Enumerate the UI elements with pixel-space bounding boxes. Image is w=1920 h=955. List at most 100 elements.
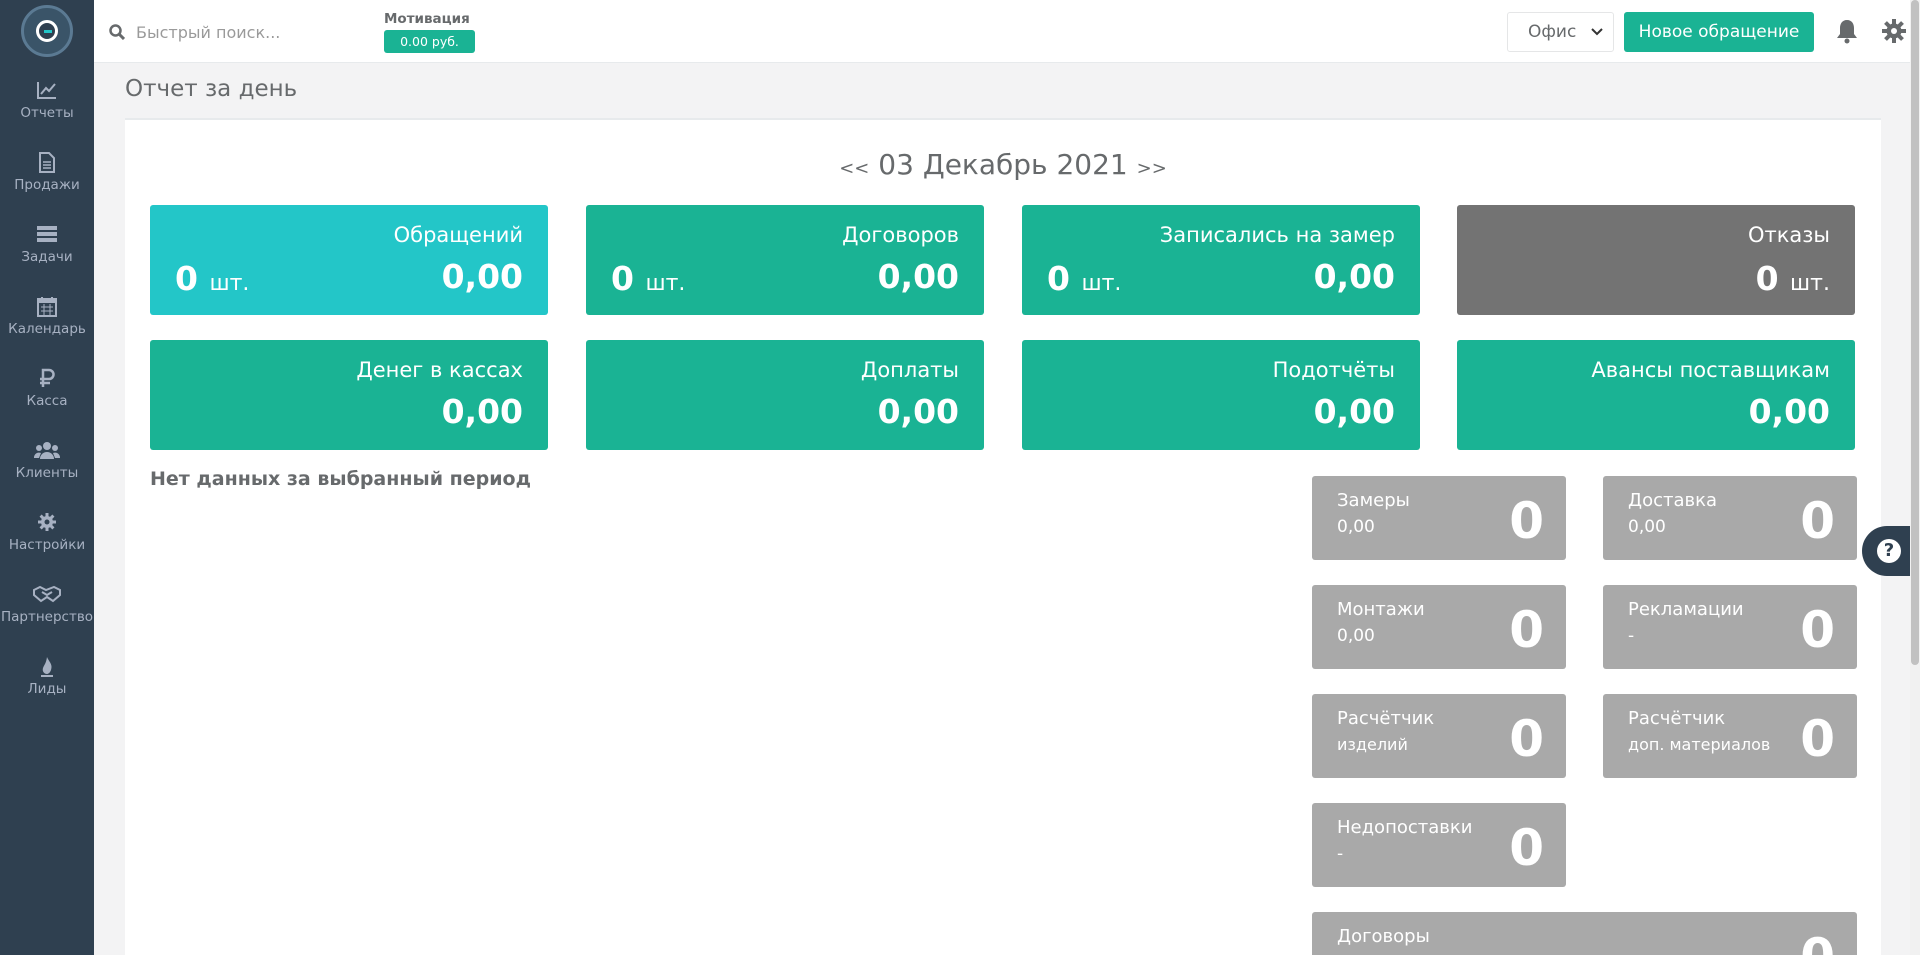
sidebar-item-calendar[interactable]: Календарь <box>0 292 94 364</box>
mini-card-title: Договоры <box>1337 926 1430 947</box>
sidebar-item-partnership[interactable]: Партнерство <box>0 580 94 652</box>
chevron-down-icon <box>1591 28 1603 36</box>
bell-icon[interactable] <box>1835 18 1859 44</box>
new-request-button[interactable]: Новое обращение <box>1624 12 1814 52</box>
logo[interactable] <box>21 5 73 57</box>
card-refusals[interactable]: Отказы 0 шт. <box>1457 205 1855 315</box>
sidebar-item-label: Продажи <box>14 177 80 193</box>
sidebar-item-label: Лиды <box>27 681 67 697</box>
card-title: Отказы <box>1747 223 1830 247</box>
card-requests[interactable]: Обращений 0 шт. 0,00 <box>150 205 548 315</box>
sidebar-item-tasks[interactable]: Задачи <box>0 220 94 292</box>
mini-card-calculator-products[interactable]: Расчётчик изделий 0 <box>1312 694 1566 778</box>
mini-card-title: Монтажи <box>1337 599 1425 620</box>
top-bar: Мотивация 0.00 руб. Офис Новое обращение <box>94 0 1920 63</box>
card-title: Авансы поставщикам <box>1591 358 1830 382</box>
card-title: Денег в кассах <box>356 358 523 382</box>
mini-card-measurements[interactable]: Замеры 0,00 0 <box>1312 476 1566 560</box>
office-select[interactable]: Офис <box>1507 12 1614 52</box>
card-title: Подотчёты <box>1272 358 1395 382</box>
mini-card-shortages[interactable]: Недопоставки - 0 <box>1312 803 1566 887</box>
card-supplier-advances[interactable]: Авансы поставщикам 0,00 <box>1457 340 1855 450</box>
sidebar-item-reports[interactable]: Отчеты <box>0 76 94 148</box>
mini-card-value: 0 <box>1800 928 1835 955</box>
sidebar-item-settings[interactable]: Настройки <box>0 508 94 580</box>
mini-card-sub: изделий <box>1337 735 1408 754</box>
card-amount: 0,00 <box>441 257 523 296</box>
search-input[interactable] <box>136 16 366 48</box>
sidebar-item-label: Касса <box>26 393 68 409</box>
sidebar-item-sales[interactable]: Продажи <box>0 148 94 220</box>
mini-card-value: 0 <box>1800 710 1835 768</box>
card-amount: 0,00 <box>877 392 959 431</box>
date-navigator: << 03 Декабрь 2021 >> <box>125 148 1881 181</box>
users-icon <box>0 440 94 462</box>
sidebar-item-label: Партнерство <box>0 609 94 625</box>
page-title: Отчет за день <box>125 76 298 102</box>
card-amount: 0,00 <box>1748 392 1830 431</box>
chart-line-icon <box>0 80 94 102</box>
mini-card-value: 0 <box>1509 601 1544 659</box>
calendar-icon <box>0 296 94 318</box>
settings-gear-icon[interactable] <box>1881 18 1907 44</box>
mini-card-sub: 0,00 <box>1337 626 1375 646</box>
no-data-message: Нет данных за выбранный период <box>150 468 531 490</box>
report-panel: << 03 Декабрь 2021 >> Обращений 0 шт. 0,… <box>125 118 1881 955</box>
motivation-title: Мотивация <box>384 11 470 27</box>
card-count: 0 шт. <box>1755 259 1830 298</box>
card-amount: 0,00 <box>1313 392 1395 431</box>
card-amount: 0,00 <box>877 257 959 296</box>
sidebar: Отчеты Продажи Задачи Календарь Касса Кл… <box>0 0 94 955</box>
mini-card-value: 0 <box>1509 710 1544 768</box>
mini-card-title: Замеры <box>1337 490 1410 511</box>
mini-card-sub: доп. материалов <box>1628 735 1771 754</box>
mini-card-calculator-materials[interactable]: Расчётчик доп. материалов 0 <box>1603 694 1857 778</box>
sidebar-item-cash[interactable]: Касса <box>0 364 94 436</box>
mini-card-contracts[interactable]: Договоры 0 <box>1312 912 1857 955</box>
fire-icon <box>0 656 94 678</box>
logo-mark <box>36 20 58 42</box>
document-icon <box>0 152 94 174</box>
card-amount: 0,00 <box>441 392 523 431</box>
card-count: 0 шт. <box>611 259 686 298</box>
search-icon <box>109 24 125 40</box>
mini-card-value: 0 <box>1509 819 1544 877</box>
card-count: 0 шт. <box>1047 259 1122 298</box>
mini-card-title: Расчётчик <box>1628 708 1726 729</box>
sidebar-item-label: Задачи <box>21 249 73 265</box>
card-accountable[interactable]: Подотчёты 0,00 <box>1022 340 1420 450</box>
scrollbar-thumb[interactable] <box>1911 0 1919 665</box>
mini-card-value: 0 <box>1800 492 1835 550</box>
mini-card-sub: 0,00 <box>1628 517 1666 537</box>
sidebar-item-label: Отчеты <box>20 105 74 121</box>
mini-card-value: 0 <box>1800 601 1835 659</box>
office-select-value: Офис <box>1528 22 1577 42</box>
tasks-icon <box>0 224 94 246</box>
handshake-icon <box>0 584 94 606</box>
prev-day-button[interactable]: << <box>839 158 870 179</box>
current-date: 03 Декабрь 2021 <box>878 148 1128 181</box>
card-surcharges[interactable]: Доплаты 0,00 <box>586 340 984 450</box>
card-count: 0 шт. <box>175 259 250 298</box>
mini-card-complaints[interactable]: Рекламации - 0 <box>1603 585 1857 669</box>
ruble-icon <box>0 368 94 390</box>
sidebar-item-clients[interactable]: Клиенты <box>0 436 94 508</box>
mini-card-delivery[interactable]: Доставка 0,00 0 <box>1603 476 1857 560</box>
mini-card-sub: 0,00 <box>1337 517 1375 537</box>
card-title: Договоров <box>842 223 959 247</box>
card-title: Записались на замер <box>1159 223 1395 247</box>
mini-card-title: Расчётчик <box>1337 708 1435 729</box>
mini-card-title: Рекламации <box>1628 599 1744 620</box>
card-measurement-signups[interactable]: Записались на замер 0 шт. 0,00 <box>1022 205 1420 315</box>
sidebar-item-label: Календарь <box>8 321 86 337</box>
gear-icon <box>0 512 94 534</box>
card-title: Доплаты <box>860 358 959 382</box>
mini-card-installations[interactable]: Монтажи 0,00 0 <box>1312 585 1566 669</box>
card-contracts[interactable]: Договоров 0 шт. 0,00 <box>586 205 984 315</box>
mini-card-sub: - <box>1337 844 1344 864</box>
sidebar-item-leads[interactable]: Лиды <box>0 652 94 724</box>
question-icon: ? <box>1877 539 1901 563</box>
card-cash-money[interactable]: Денег в кассах 0,00 <box>150 340 548 450</box>
mini-card-title: Доставка <box>1628 490 1717 511</box>
next-day-button[interactable]: >> <box>1136 158 1167 179</box>
